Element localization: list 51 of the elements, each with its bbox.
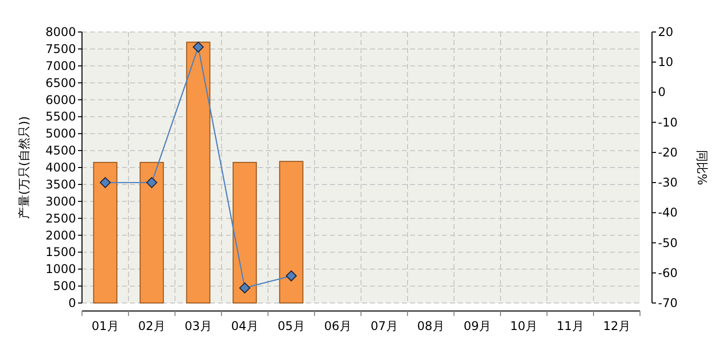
x-tick-label: 07月 — [370, 319, 398, 333]
y2-tick-label: 0 — [658, 85, 666, 100]
y-tick-label: 7000 — [45, 58, 76, 73]
point — [192, 42, 204, 53]
y2-tick-label: -30 — [658, 176, 678, 190]
x-tick-label: 09月 — [464, 319, 491, 333]
y-tick-label: 8000 — [45, 25, 76, 39]
point — [100, 177, 111, 188]
bar — [93, 162, 118, 304]
y-tick-label: 7500 — [45, 42, 76, 56]
y2-tick-label: -50 — [658, 236, 678, 250]
y2-tick-label: 20 — [658, 25, 674, 39]
y-tick-label: 1500 — [45, 245, 76, 260]
y-tick-label: 500 — [53, 279, 76, 294]
y-tick-label: 2000 — [45, 228, 76, 242]
x-tick-label: 12月 — [603, 319, 630, 333]
y2-tick-label: -20 — [658, 145, 678, 160]
y-tick-label: 4000 — [45, 160, 76, 174]
x-tick-label: 08月 — [417, 319, 444, 333]
y2-tick-label: -70 — [658, 296, 678, 310]
y2-tick-label: -60 — [658, 266, 678, 280]
point — [286, 270, 297, 282]
x-tick-label: 05月 — [278, 319, 305, 333]
x-tick-label: 10月 — [510, 319, 538, 333]
point — [239, 282, 250, 294]
y-tick-label: 6000 — [45, 92, 76, 107]
y-tick-label: 5500 — [45, 110, 76, 124]
x-tick-label: 11月 — [556, 319, 584, 333]
y-tick-label: 2500 — [45, 211, 76, 226]
bar — [186, 42, 210, 304]
x-tick-label: 04月 — [231, 319, 258, 333]
bar — [140, 162, 164, 304]
y2-tick-label: 10 — [658, 55, 674, 70]
point — [146, 177, 158, 188]
y2-axis-title: 同比% — [695, 150, 709, 186]
x-tick-label: 02月 — [138, 319, 166, 333]
x-tick-label: 03月 — [184, 319, 212, 333]
x-tick-label: 06月 — [324, 319, 352, 333]
y-tick-label: 5000 — [45, 126, 76, 141]
y-tick-label: 4500 — [45, 144, 76, 158]
bar — [232, 162, 257, 304]
y-tick-label: 6500 — [45, 76, 76, 90]
y-tick-label: 1000 — [45, 262, 76, 276]
x-tick-label: 01月 — [92, 319, 119, 333]
y2-tick-label: -40 — [658, 206, 678, 220]
y2-tick-label: -10 — [658, 115, 678, 130]
bar — [279, 160, 304, 304]
y-tick-label: 3500 — [45, 177, 76, 192]
y-tick-label: 3000 — [45, 194, 76, 208]
y-axis-title: 产量(万只(自然只)) — [17, 116, 31, 219]
y-tick-label: 0 — [68, 296, 76, 310]
